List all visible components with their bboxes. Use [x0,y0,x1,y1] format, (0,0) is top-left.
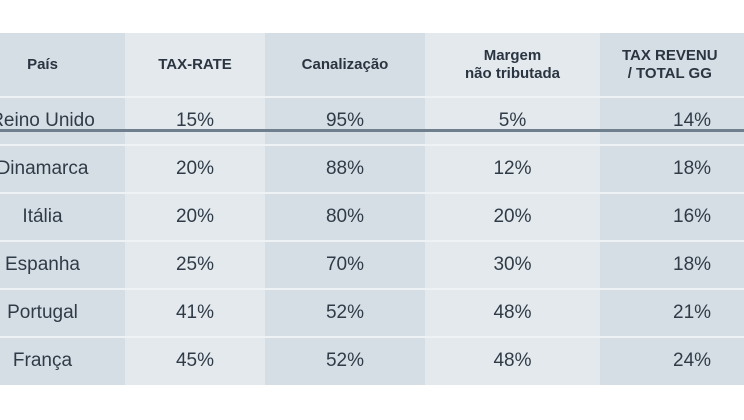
header-tax-line1: TAX REVENU [622,46,718,64]
table-cell-revenue: 16% [600,192,744,240]
table-cell-tax-rate: 45% [125,336,265,384]
table-cell-revenue: 18% [600,144,744,192]
table-cell-canalizacao: 52% [265,288,425,336]
header-tax-line2: / TOTAL GG [627,64,712,82]
table-cell-canalizacao: 80% [265,192,425,240]
table-cell-margem: 12% [425,144,600,192]
table-cell-pais: Itália [0,192,125,240]
table-cell-margem: 5% [425,96,600,144]
table-cell-tax-rate: 20% [125,144,265,192]
table-cell-margem: 20% [425,192,600,240]
header-margem: Margem não tributada [425,33,600,96]
table-cell-revenue: 14% [600,96,744,144]
header-canalizacao: Canalização [301,55,389,73]
column-margem: Margem não tributada 5% 12% 20% 30% 48% 48% [425,33,600,385]
header-divider [0,129,744,132]
table-cell-revenue: 24% [600,336,744,384]
table-cell-pais: Reino Unido [0,96,125,144]
table-cell-tax-rate: 25% [125,240,265,288]
table-cell-tax-rate: 20% [125,192,265,240]
table-cell-canalizacao: 70% [265,240,425,288]
table-cell-revenue: 21% [600,288,744,336]
header-tax-revenue: TAX REVENU / TOTAL GG [600,33,744,96]
tax-comparison-table: País Reino Unido Dinamarca Itália Espanha Po… [0,33,744,385]
column-canalizacao: Canalização 95% 88% 80% 70% 52% 52% [265,33,425,385]
header-margem-line1: Margem [483,46,542,64]
table-cell-tax-rate: 41% [125,288,265,336]
header-pais: País [27,55,58,73]
table-cell-canalizacao: 88% [265,144,425,192]
table-cell-pais: Dinamarca [0,144,125,192]
table-cell-pais: Portugal [0,288,125,336]
column-tax-rate: TAX-RATE 15% 20% 20% 25% 41% 45% [125,33,265,385]
header-margem-line2: não tributada [464,64,560,82]
table-cell-margem: 30% [425,240,600,288]
column-pais: País Reino Unido Dinamarca Itália Espanha Po… [0,33,125,385]
table-cell-pais: Espanha [0,240,125,288]
table-cell-tax-rate: 15% [125,96,265,144]
header-tax-rate: TAX-RATE [158,55,232,73]
table-cell-revenue: 18% [600,240,744,288]
table-cell-canalizacao: 95% [265,96,425,144]
column-tax-revenue: TAX REVENU / TOTAL GG 14% 18% 16% 18% 21% 24% [600,33,744,385]
table-cell-margem: 48% [425,288,600,336]
table-cell-margem: 48% [425,336,600,384]
table-cell-canalizacao: 52% [265,336,425,384]
table-cell-pais: França [0,336,125,384]
